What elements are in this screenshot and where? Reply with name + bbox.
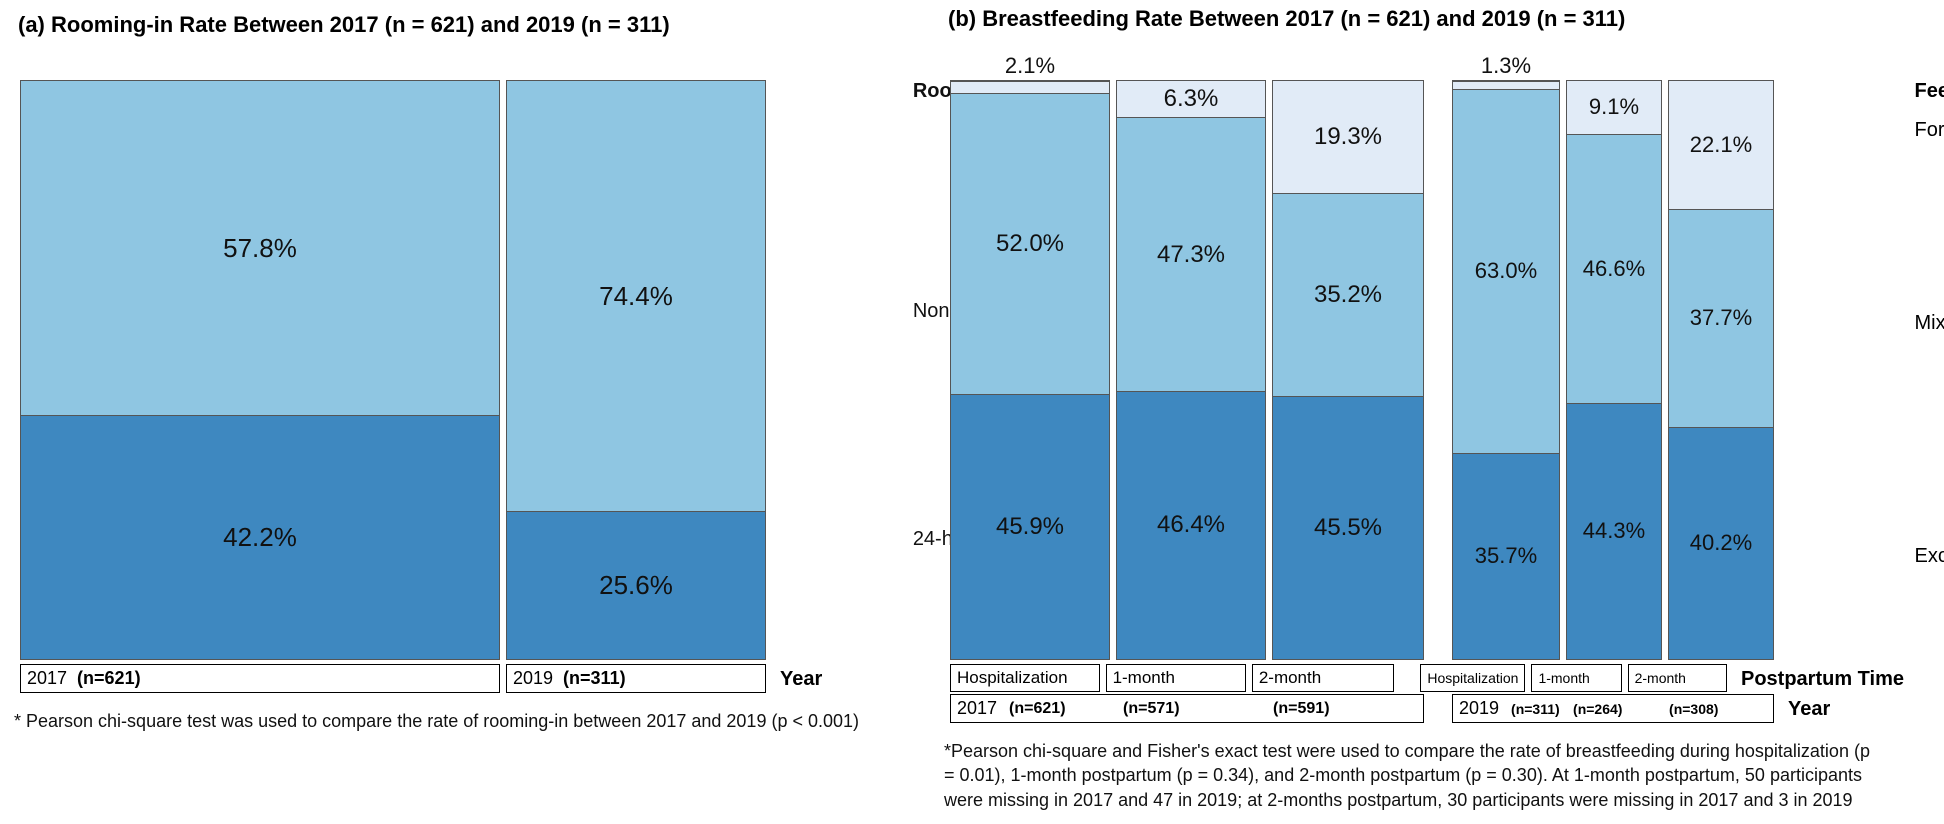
mosaic-column: 19.3%35.2%45.5% [1272, 80, 1424, 660]
segment-exclusive: 40.2% [1669, 427, 1773, 659]
panel-b-xaxis-time: Hospitalization1-month2-monthHospitaliza… [950, 664, 1904, 692]
segment-formula [1453, 81, 1559, 89]
segment-mixed: 46.6% [1567, 134, 1661, 403]
mosaic-column: 74.4%25.6% [506, 80, 766, 660]
segment-formula: 6.3% [1117, 81, 1265, 117]
xaxis-time-box: 2-month [1252, 664, 1394, 692]
segment-label-above: 2.1% [1005, 53, 1055, 79]
xaxis-box: 2019(n=311) [506, 664, 766, 693]
panel-a: (a) Rooming-in Rate Between 2017 (n = 62… [14, 12, 914, 733]
segment-non24: 57.8% [21, 81, 499, 415]
panel-a-title: (a) Rooming-in Rate Between 2017 (n = 62… [18, 12, 914, 38]
panel-a-xaxis: 2017(n=621)2019(n=311)Year [20, 664, 914, 693]
mosaic-column: 22.1%37.7%40.2% [1668, 80, 1774, 660]
xaxis-box: 2017(n=621) [20, 664, 500, 693]
xaxis-year-box: 2017(n=621)(n=571)(n=591) [950, 694, 1424, 723]
segment-mixed: 52.0% [951, 93, 1109, 394]
panel-a-chart: 57.8%42.2%74.4%25.6% Rooming-In Non-24 h… [20, 80, 914, 693]
segment-exclusive: 44.3% [1567, 403, 1661, 659]
xaxis-time-box: Hospitalization [950, 664, 1100, 692]
segment-formula: 9.1% [1567, 81, 1661, 134]
segment-exclusive: 46.4% [1117, 391, 1265, 659]
panel-b-xaxis-year: 2017(n=621)(n=571)(n=591) 2019(n=311)(n=2… [950, 694, 1904, 723]
segment-mixed: 35.2% [1273, 193, 1423, 396]
mosaic-column: 6.3%47.3%46.4% [1116, 80, 1266, 660]
legend-formula: Formula [1915, 119, 1944, 142]
mosaic-column: 57.8%42.2% [20, 80, 500, 660]
axis-year-label: Year [1780, 694, 1830, 723]
segment-exclusive: 35.7% [1453, 453, 1559, 659]
axis-year-label: Year [772, 664, 822, 693]
panel-b-footnote: *Pearson chi-square and Fisher's exact t… [944, 739, 1884, 812]
segment-mixed: 37.7% [1669, 209, 1773, 427]
segment-exclusive: 45.5% [1273, 396, 1423, 659]
panel-b-title: (b) Breastfeeding Rate Between 2017 (n =… [948, 6, 1904, 32]
segment-non24: 74.4% [507, 81, 765, 511]
panel-b-stacks: 2.1%52.0%45.9%6.3%47.3%46.4%19.3%35.2%45… [950, 80, 1904, 660]
panel-b-chart: 2.1%52.0%45.9%6.3%47.3%46.4%19.3%35.2%45… [950, 80, 1904, 723]
segment-exclusive: 45.9% [951, 394, 1109, 659]
panel-a-stacks: 57.8%42.2%74.4%25.6% [20, 80, 914, 660]
segment-formula [951, 81, 1109, 93]
xaxis-time-box: 1-month [1531, 664, 1621, 692]
mosaic-column: 2.1%52.0%45.9% [950, 80, 1110, 660]
segment-formula: 22.1% [1669, 81, 1773, 209]
mosaic-column: 9.1%46.6%44.3% [1566, 80, 1662, 660]
mosaic-column: 1.3%63.0%35.7% [1452, 80, 1560, 660]
xaxis-time-box: 1-month [1106, 664, 1246, 692]
xaxis-time-box: Hospitalization [1420, 664, 1525, 692]
xaxis-year-box: 2019(n=311)(n=264)(n=308) [1452, 694, 1774, 723]
xaxis-time-box: 2-month [1628, 664, 1727, 692]
legend-exclusive: Exclusive [1915, 545, 1944, 568]
panel-b-legend: Feeding Formula Mixed Exclusive [1915, 80, 1944, 723]
segment-mixed: 47.3% [1117, 117, 1265, 390]
segment-h24: 42.2% [21, 415, 499, 659]
segment-label-above: 1.3% [1481, 53, 1531, 79]
segment-formula: 19.3% [1273, 81, 1423, 193]
panel-b: (b) Breastfeeding Rate Between 2017 (n =… [944, 12, 1904, 812]
panel-a-footnote: * Pearson chi-square test was used to co… [14, 709, 914, 733]
panel-b-legend-title: Feeding [1915, 80, 1944, 103]
segment-mixed: 63.0% [1453, 89, 1559, 453]
axis-time-label: Postpartum Time [1733, 664, 1904, 692]
legend-mixed: Mixed [1915, 312, 1944, 335]
segment-h24: 25.6% [507, 511, 765, 659]
